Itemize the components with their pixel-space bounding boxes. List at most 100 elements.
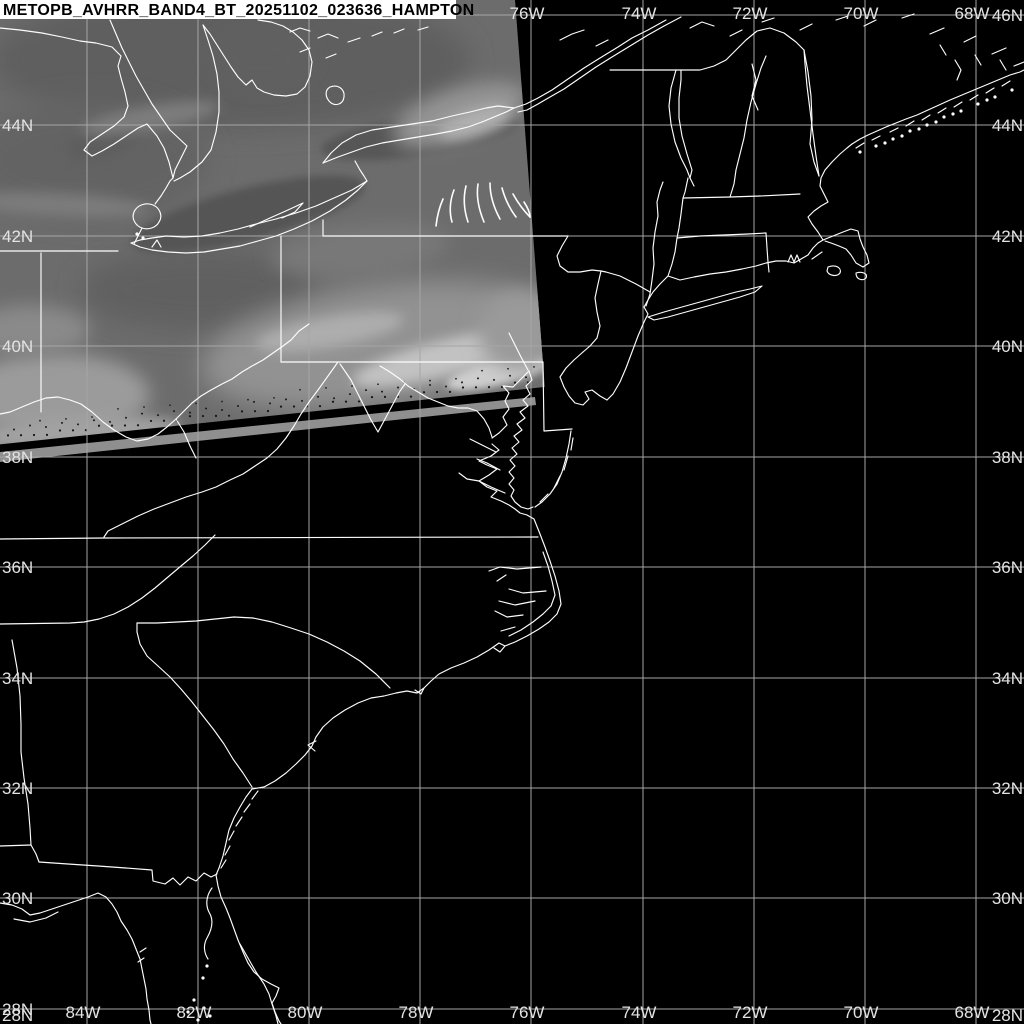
small-island-or-lake	[908, 129, 912, 133]
map-outline-path	[235, 816, 243, 827]
map-outline-path	[513, 19, 667, 109]
map-outline-path	[494, 610, 524, 618]
small-island-or-lake	[874, 144, 878, 148]
small-island-or-lake	[951, 112, 955, 116]
map-outline-path	[999, 59, 1007, 71]
map-outline-path	[606, 306, 649, 401]
small-island-or-lake	[985, 98, 989, 102]
lon-label-bottom-72W: 72W	[733, 1003, 768, 1022]
map-outline-path	[807, 143, 853, 241]
map-outline-path	[559, 351, 608, 406]
finger-lakes-stroke	[512, 193, 531, 218]
image-title: METOPB_AVHRR_BAND4_BT_20251102_023636_HA…	[3, 2, 474, 19]
lon-label-bottom-76W: 76W	[510, 1003, 545, 1022]
lat-label-left-28N: 28N	[2, 1000, 33, 1019]
map-outline-path	[289, 27, 311, 33]
map-outline-path	[1001, 80, 1011, 87]
lat-label-left-40N: 40N	[2, 337, 33, 356]
map-outline-path	[729, 29, 743, 37]
map-outline-path	[889, 127, 899, 133]
lat-label-right-46N: 46N	[992, 6, 1023, 25]
map-outline-path	[498, 600, 536, 606]
map-outline-path	[478, 443, 528, 516]
map-outline-path	[0, 892, 152, 1024]
small-island-or-lake	[205, 964, 209, 968]
lon-label-bottom-84W: 84W	[66, 1003, 101, 1022]
map-outline-path	[526, 514, 541, 535]
map-outline-path	[228, 830, 235, 841]
lat-label-bottom-left: 28N	[2, 1006, 33, 1024]
map-outline-path	[414, 687, 425, 695]
map-outline-path	[109, 19, 188, 179]
map-outline-path	[645, 181, 664, 307]
lat-label-right-30N: 30N	[992, 889, 1023, 908]
map-outline-path	[559, 29, 585, 41]
small-island-or-lake	[186, 1010, 190, 1014]
map-outline-path	[863, 19, 877, 27]
map-outline-path	[871, 135, 881, 141]
map-outline-path	[835, 15, 849, 21]
cloud-texture	[0, 0, 545, 446]
map-outline-path	[322, 107, 515, 164]
map-outline-path	[963, 35, 977, 43]
map-outline-path	[609, 27, 805, 71]
lon-label-bottom-82W: 82W	[177, 1003, 212, 1022]
small-island-or-lake	[135, 232, 139, 236]
lat-label-left-36N: 36N	[2, 558, 33, 577]
map-outline-path	[811, 251, 823, 260]
map-outline-path	[508, 588, 547, 594]
small-island-or-lake	[925, 123, 929, 127]
map-outline-path	[647, 285, 763, 321]
map-outline-path	[855, 142, 865, 149]
map-outline-path	[0, 27, 174, 179]
map-outline-path	[458, 472, 506, 494]
map-outline-path	[354, 160, 368, 182]
map-outline-path	[570, 437, 574, 451]
map-outline-path	[929, 27, 945, 35]
map-outline-layer	[0, 13, 1024, 1024]
finger-lakes-stroke	[463, 185, 469, 223]
map-outline-path	[969, 94, 979, 101]
map-outline-path	[339, 363, 406, 433]
lat-label-left-34N: 34N	[2, 669, 33, 688]
map-outline-path	[508, 332, 529, 371]
finger-lakes-stroke	[501, 187, 517, 218]
map-outline-path	[224, 845, 231, 856]
map-outline-path	[325, 85, 345, 106]
small-island-or-lake	[917, 127, 921, 131]
map-outline-path	[991, 47, 1007, 55]
map-outline-path	[985, 87, 995, 94]
small-island-or-lake	[976, 102, 980, 106]
finger-lakes-stroke	[435, 198, 444, 227]
map-outline-path	[954, 59, 962, 81]
map-outline-path	[682, 193, 801, 199]
lat-label-right-42N: 42N	[992, 227, 1023, 246]
lat-label-right-44N: 44N	[992, 116, 1023, 135]
small-island-or-lake	[942, 115, 946, 119]
lat-label-left-32N: 32N	[2, 779, 33, 798]
map-outline-path	[322, 105, 515, 164]
map-outline-path	[542, 361, 545, 432]
lon-label-bottom-78W: 78W	[399, 1003, 434, 1022]
map-outline-path	[136, 616, 391, 689]
lon-label-top-74W: 74W	[622, 4, 657, 23]
small-island-or-lake	[900, 134, 904, 138]
lat-label-left-30N: 30N	[2, 889, 33, 908]
swath-edge-line	[0, 386, 548, 449]
map-outline-path	[729, 55, 767, 198]
map-outline-path	[154, 177, 174, 205]
map-outline-path	[905, 120, 915, 127]
map-outline-path	[220, 859, 227, 869]
small-island-or-lake	[201, 976, 205, 980]
lon-label-bottom-70W: 70W	[844, 1003, 879, 1022]
map-outline-path	[307, 740, 317, 752]
lat-label-right-40N: 40N	[992, 337, 1023, 356]
lon-label-top-70W: 70W	[844, 4, 879, 23]
map-outline-path	[491, 370, 530, 439]
swath-edge-band	[0, 397, 536, 462]
map-outline-path	[953, 101, 963, 108]
map-outline-path	[325, 53, 337, 59]
small-island-or-lake	[934, 120, 938, 124]
map-outline-path	[239, 943, 279, 1024]
map-outline-path	[765, 232, 770, 273]
